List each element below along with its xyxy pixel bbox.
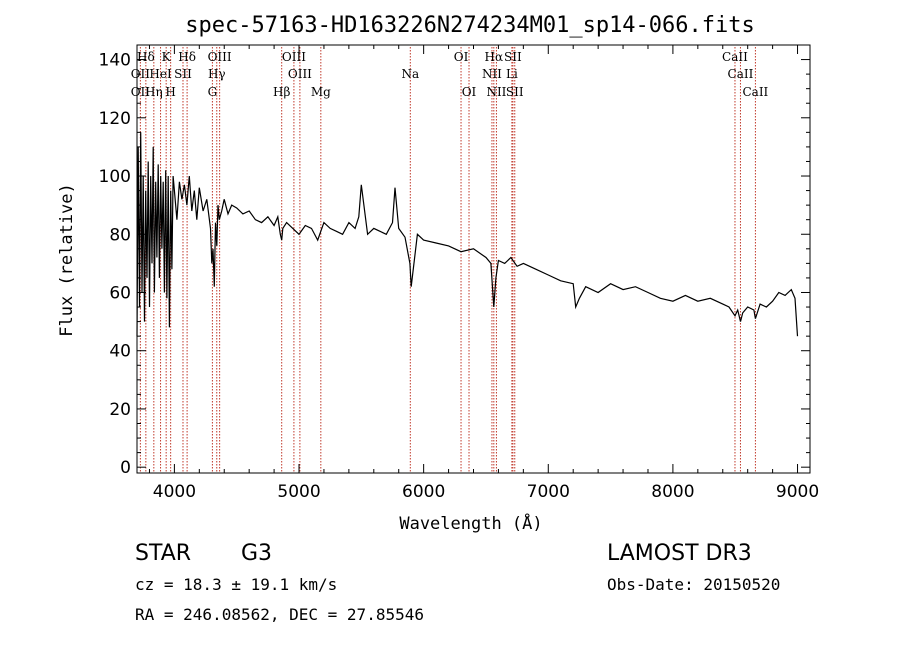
object-subclass: G3 — [241, 541, 272, 566]
ra-dec-coordinates: RA = 246.08562, DEC = 27.85546 — [135, 605, 424, 624]
spectral-line-label: OI — [462, 85, 477, 99]
spectral-line-markers — [139, 47, 756, 473]
x-tick-label: 4000 — [153, 482, 196, 502]
spectral-line-label: OIII — [208, 50, 232, 64]
spectral-line-label: SII — [504, 50, 522, 64]
y-tick-label: 140 — [99, 51, 131, 71]
spectral-line-label: SII — [506, 85, 524, 99]
x-tick-label: 8000 — [651, 482, 694, 502]
spectral-line-label: NII — [482, 67, 502, 81]
spectral-line-label: Hα — [485, 50, 504, 64]
y-axis-ticks: 0 20 40 60 80 100 120 140 — [99, 51, 810, 478]
x-axis-label: Wavelength (Å) — [399, 512, 542, 534]
spectral-line-label: Hγ — [208, 67, 226, 81]
spectrum-series-line — [136, 132, 799, 337]
y-tick-label: 120 — [99, 109, 131, 129]
spectral-line-label: Mg — [311, 85, 331, 99]
spectral-line-label: OI — [454, 50, 469, 64]
object-class: STAR — [135, 541, 191, 566]
spectral-line-label: Na — [401, 67, 419, 81]
y-tick-label: 60 — [109, 283, 131, 303]
survey-name: LAMOST DR3 — [607, 541, 752, 566]
y-tick-label: 80 — [109, 225, 131, 245]
y-tick-label: 20 — [109, 400, 131, 420]
spectral-line-label: Hδ — [137, 50, 155, 64]
y-tick-label: 0 — [120, 458, 131, 478]
spectral-line-label: CaII — [742, 85, 768, 99]
spectral-line-label: SII — [174, 67, 192, 81]
y-tick-label: 100 — [99, 167, 131, 187]
spectral-line-label: Li — [506, 67, 518, 81]
chart-title: spec-57163-HD163226N274234M01_sp14-066.f… — [185, 13, 755, 38]
spectral-line-label: K — [162, 50, 172, 64]
x-tick-label: 9000 — [776, 482, 819, 502]
x-tick-label: 6000 — [402, 482, 445, 502]
plot-frame — [136, 44, 811, 474]
spectral-line-label: HeI — [149, 67, 172, 81]
spectral-line-label: OIII — [288, 67, 312, 81]
observation-date: Obs-Date: 20150520 — [607, 575, 780, 594]
spectral-line-label: OII — [131, 85, 151, 99]
y-axis-label: Flux (relative) — [57, 183, 77, 337]
x-axis-ticks: 4000 5000 6000 7000 8000 9000 — [148, 45, 819, 502]
spectral-line-label: OIII — [282, 50, 306, 64]
spectral-line-label: Hδ — [178, 50, 196, 64]
y-tick-label: 40 — [109, 342, 131, 362]
spectral-line-label: Hη — [145, 85, 163, 99]
spectral-line-label: Hβ — [273, 85, 290, 99]
spectral-line-label: G — [208, 85, 218, 99]
x-tick-label: 7000 — [527, 482, 570, 502]
spectral-line-label: CaII — [728, 67, 754, 81]
spectral-line-label: CaII — [722, 50, 748, 64]
redshift-velocity: cz = 18.3 ± 19.1 km/s — [135, 575, 337, 594]
x-tick-label: 5000 — [277, 482, 320, 502]
spectral-line-label: H — [165, 85, 175, 99]
spectral-line-label: NII — [486, 85, 506, 99]
